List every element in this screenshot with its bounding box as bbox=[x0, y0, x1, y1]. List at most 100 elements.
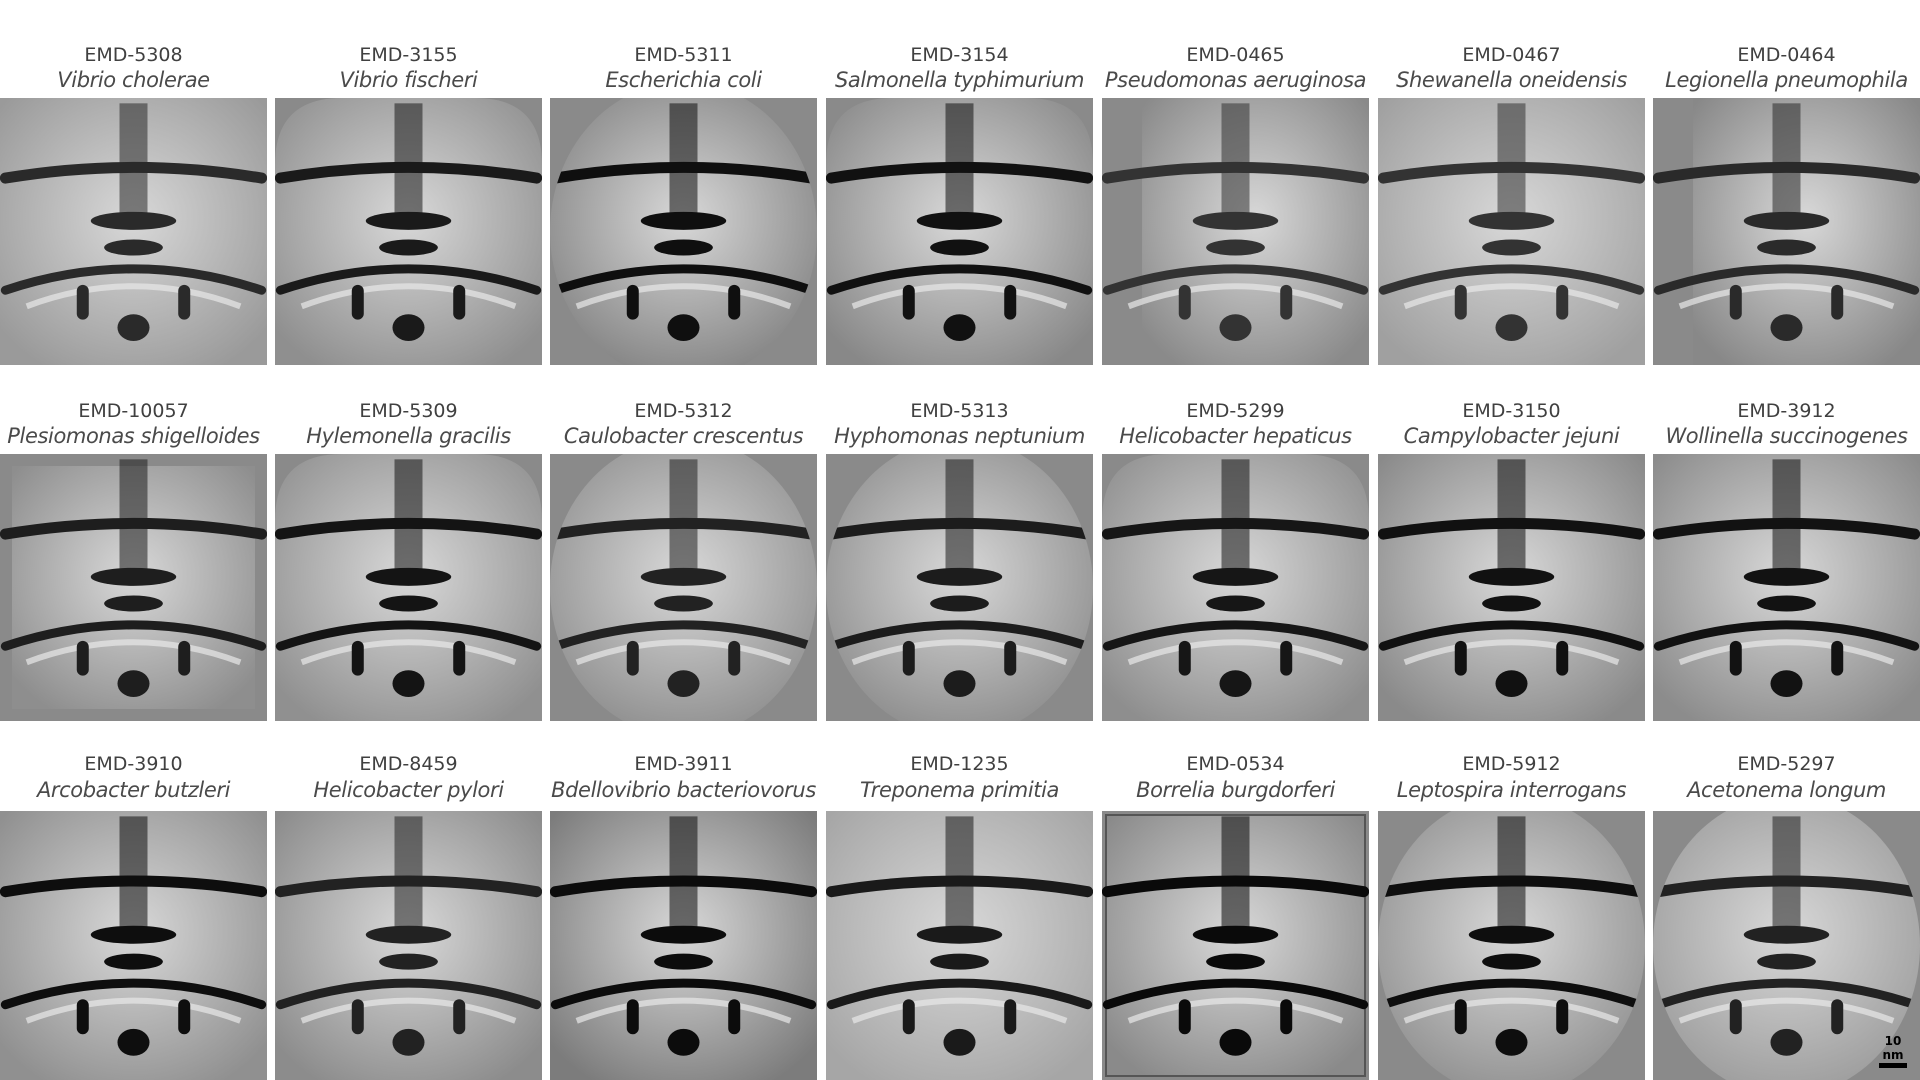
export-apparatus bbox=[1219, 1028, 1252, 1056]
species-name: Treponema primitia bbox=[860, 778, 1059, 802]
outer-membrane bbox=[275, 875, 542, 898]
ms-ring bbox=[104, 595, 163, 612]
membrane-halo bbox=[25, 283, 242, 310]
c-ring-leg bbox=[1454, 284, 1467, 320]
outer-membrane bbox=[275, 161, 542, 184]
membrane-halo bbox=[25, 639, 242, 666]
motor-map-graphic bbox=[275, 98, 542, 365]
membrane-halo bbox=[851, 997, 1068, 1024]
motor-map-graphic bbox=[0, 811, 267, 1080]
panel: EMD-3912 Wollinella succinogenes bbox=[1653, 0, 1920, 1080]
panel: EMD-3911 Bdellovibrio bacteriovorus bbox=[550, 0, 817, 1080]
inner-membrane bbox=[826, 264, 1093, 295]
c-ring-leg bbox=[902, 999, 915, 1035]
emd-id: EMD-5299 bbox=[1186, 400, 1285, 422]
c-ring-leg bbox=[76, 999, 89, 1035]
ms-ring bbox=[1206, 953, 1265, 970]
c-ring-leg bbox=[1004, 999, 1017, 1035]
inner-membrane bbox=[1378, 620, 1645, 651]
c-ring-leg bbox=[1556, 284, 1569, 320]
membrane-halo bbox=[25, 997, 242, 1024]
ms-ring bbox=[379, 953, 438, 970]
tomogram-map bbox=[1378, 454, 1645, 721]
panel: EMD-8459 Helicobacter pylori bbox=[275, 0, 542, 1080]
p-ring bbox=[1743, 211, 1830, 230]
ms-ring bbox=[104, 239, 163, 256]
c-ring-leg bbox=[1729, 999, 1742, 1035]
flagellar-rod bbox=[1497, 103, 1526, 216]
c-ring-leg bbox=[1831, 284, 1844, 320]
c-ring-leg bbox=[1004, 640, 1017, 676]
panel: EMD-5312 Caulobacter crescentus bbox=[550, 0, 817, 1080]
emd-id: EMD-3910 bbox=[84, 753, 183, 775]
inner-membrane bbox=[1102, 264, 1369, 295]
flagellar-rod bbox=[1497, 816, 1526, 930]
p-ring bbox=[1468, 925, 1555, 944]
membrane-halo bbox=[851, 639, 1068, 666]
c-ring-leg bbox=[1729, 640, 1742, 676]
c-ring-leg bbox=[1280, 640, 1293, 676]
membrane-halo bbox=[300, 639, 517, 666]
export-apparatus bbox=[667, 670, 700, 697]
emd-id: EMD-1235 bbox=[910, 753, 1009, 775]
export-apparatus bbox=[943, 670, 976, 697]
flagellar-rod bbox=[669, 816, 698, 930]
membrane-halo bbox=[300, 997, 517, 1024]
flagellar-rod bbox=[394, 816, 423, 930]
motor-map-graphic bbox=[1653, 454, 1920, 721]
panel: EMD-5299 Helicobacter hepaticus bbox=[1102, 0, 1369, 1080]
p-ring bbox=[90, 211, 177, 230]
c-ring-leg bbox=[1556, 640, 1569, 676]
c-ring-leg bbox=[728, 284, 741, 320]
export-apparatus bbox=[1495, 1028, 1528, 1056]
c-ring-leg bbox=[1729, 284, 1742, 320]
emd-id: EMD-10057 bbox=[78, 400, 189, 422]
c-ring-leg bbox=[1004, 284, 1017, 320]
export-apparatus bbox=[1770, 670, 1803, 697]
flagellar-rod bbox=[945, 816, 974, 930]
c-ring-leg bbox=[728, 640, 741, 676]
p-ring bbox=[1468, 567, 1555, 586]
flagellar-rod bbox=[1772, 103, 1801, 216]
emd-id: EMD-0465 bbox=[1186, 44, 1285, 66]
c-ring-leg bbox=[1831, 999, 1844, 1035]
export-apparatus bbox=[117, 670, 150, 697]
flagellar-rod bbox=[1221, 816, 1250, 930]
ms-ring bbox=[654, 239, 713, 256]
p-ring bbox=[1192, 925, 1279, 944]
p-ring bbox=[365, 211, 452, 230]
tomogram-map bbox=[1653, 811, 1920, 1080]
export-apparatus bbox=[1219, 314, 1252, 341]
panel: EMD-5309 Hylemonella gracilis bbox=[275, 0, 542, 1080]
motor-map-graphic bbox=[1653, 811, 1920, 1080]
c-ring-leg bbox=[626, 284, 639, 320]
p-ring bbox=[1743, 925, 1830, 944]
flagellar-rod bbox=[669, 459, 698, 572]
tomogram-map bbox=[1102, 98, 1369, 365]
inner-membrane bbox=[275, 264, 542, 295]
panel: EMD-3154 Salmonella typhimurium bbox=[826, 0, 1093, 1080]
c-ring-leg bbox=[902, 284, 915, 320]
c-ring-leg bbox=[1178, 640, 1191, 676]
motor-map-graphic bbox=[1653, 98, 1920, 365]
membrane-halo bbox=[1678, 997, 1895, 1024]
p-ring bbox=[1468, 211, 1555, 230]
membrane-halo bbox=[1403, 639, 1620, 666]
membrane-halo bbox=[1127, 283, 1344, 310]
ms-ring bbox=[379, 239, 438, 256]
ms-ring bbox=[1206, 595, 1265, 612]
export-apparatus bbox=[1495, 670, 1528, 697]
species-name: Leptospira interrogans bbox=[1396, 778, 1627, 802]
motor-map-graphic bbox=[0, 98, 267, 365]
outer-membrane bbox=[1653, 875, 1920, 898]
motor-map-graphic bbox=[550, 811, 817, 1080]
export-apparatus bbox=[1770, 1028, 1803, 1056]
ms-ring bbox=[1757, 595, 1816, 612]
motor-map-graphic bbox=[1102, 98, 1369, 365]
c-ring-leg bbox=[351, 284, 364, 320]
export-apparatus bbox=[1219, 670, 1252, 697]
outer-membrane bbox=[826, 161, 1093, 184]
p-ring bbox=[640, 567, 727, 586]
export-apparatus bbox=[667, 1028, 700, 1056]
outer-membrane bbox=[1102, 161, 1369, 184]
